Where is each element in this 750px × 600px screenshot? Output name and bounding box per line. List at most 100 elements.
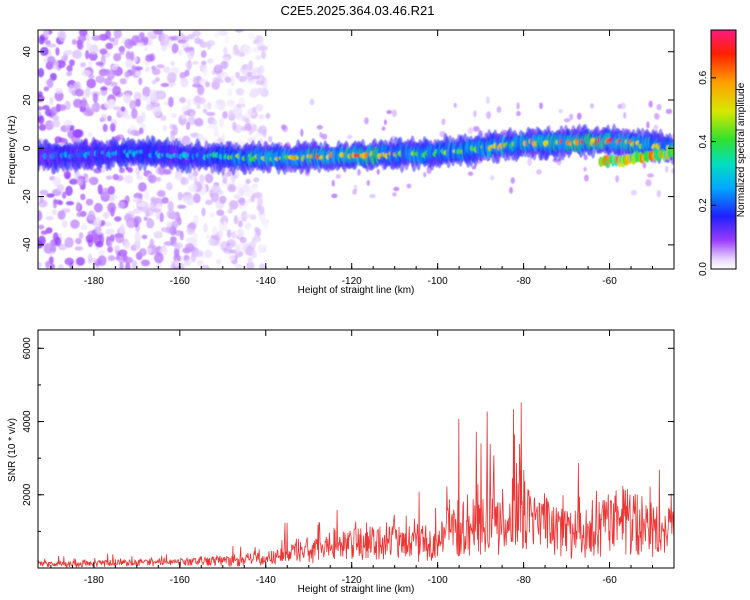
heatmap-cell bbox=[178, 49, 183, 56]
heatmap-cell bbox=[244, 123, 252, 131]
heatmap-cell bbox=[232, 49, 241, 57]
heatmap-cell bbox=[473, 126, 480, 132]
heatmap-cell bbox=[188, 183, 198, 193]
heatmap-cell bbox=[66, 71, 72, 77]
heatmap-cell bbox=[203, 223, 208, 233]
heatmap-cell bbox=[119, 224, 125, 235]
heatmap-cell bbox=[138, 127, 144, 135]
heatmap-cell bbox=[583, 154, 588, 161]
heatmap-cell bbox=[192, 76, 201, 85]
colorbar: 0.0 0.2 0.4 0.6 Normalized spectral amplitu… bbox=[698, 29, 747, 276]
snr-panel: -180 -160 -140 -120 -100 -80 -60 200040006000 … bbox=[7, 329, 675, 595]
heatmap-cell bbox=[509, 186, 513, 194]
heatmap-cell bbox=[44, 40, 51, 45]
heatmap-cell bbox=[558, 109, 563, 114]
heatmap-cell bbox=[68, 84, 74, 94]
heatmap-cell bbox=[85, 234, 94, 244]
heatmap-cell bbox=[369, 193, 376, 199]
heatmap-cell bbox=[247, 256, 253, 264]
heatmap-cell bbox=[123, 93, 132, 104]
heatmap-cell bbox=[113, 245, 121, 250]
heatmap-cell bbox=[146, 31, 157, 38]
heatmap-cell bbox=[80, 62, 86, 68]
heatmap-cell bbox=[86, 78, 97, 89]
heatmap-cell bbox=[665, 108, 673, 114]
heatmap-cell bbox=[536, 168, 542, 175]
heatmap-cell bbox=[242, 184, 250, 193]
heatmap-cell bbox=[215, 79, 224, 84]
heatmap-cell bbox=[58, 243, 68, 251]
heatmap-cell bbox=[53, 199, 63, 204]
heatmap-cell bbox=[406, 183, 412, 189]
heatmap-cell bbox=[252, 106, 257, 114]
heatmap-cell bbox=[219, 117, 225, 128]
heatmap-cell bbox=[63, 170, 72, 180]
heatmap-cell bbox=[151, 208, 162, 213]
heatmap-cell bbox=[123, 175, 134, 184]
heatmap-cell bbox=[39, 195, 44, 204]
heatmap-cell bbox=[192, 30, 201, 37]
heatmap-cell bbox=[199, 174, 205, 184]
x-tick-label: -160 bbox=[170, 276, 190, 287]
heatmap-cell bbox=[347, 134, 353, 140]
chart-title: C2E5.2025.364.03.46.R21 bbox=[280, 3, 435, 18]
heatmap-cell bbox=[223, 46, 228, 55]
heatmap-cell bbox=[238, 197, 246, 206]
heatmap-cell bbox=[236, 140, 246, 146]
heatmap-cell bbox=[486, 96, 490, 105]
spectrogram-x-label: Height of straight line (km) bbox=[298, 285, 415, 296]
heatmap-cell bbox=[516, 102, 520, 110]
colorbar-label: Normalized spectral amplitude bbox=[736, 82, 747, 217]
heatmap-cell bbox=[210, 184, 221, 194]
heatmap-cell bbox=[174, 172, 184, 181]
heatmap-cell bbox=[174, 260, 179, 269]
heatmap-cell bbox=[235, 243, 240, 254]
heatmap-cell bbox=[255, 103, 264, 112]
heatmap-cell bbox=[246, 261, 255, 269]
heatmap-cell bbox=[171, 43, 179, 54]
heatmap-cell bbox=[49, 96, 54, 106]
heatmap-cell bbox=[194, 117, 204, 127]
heatmap-cell bbox=[247, 79, 256, 86]
heatmap-cell bbox=[88, 51, 98, 61]
heatmap-cell bbox=[144, 46, 149, 52]
heatmap-cell bbox=[64, 237, 74, 248]
heatmap-cell bbox=[193, 176, 198, 185]
heatmap-cell bbox=[174, 230, 183, 237]
heatmap-cell bbox=[133, 66, 144, 71]
heatmap-cell bbox=[153, 30, 163, 35]
heatmap-cell bbox=[76, 201, 81, 211]
heatmap-cell bbox=[261, 50, 267, 60]
heatmap-cell bbox=[104, 221, 112, 228]
heatmap-cell bbox=[207, 42, 212, 50]
heatmap-cell bbox=[234, 263, 243, 269]
heatmap-cell bbox=[231, 231, 237, 239]
heatmap-cell bbox=[423, 171, 427, 178]
heatmap-cell bbox=[100, 86, 108, 91]
heatmap-cell bbox=[247, 71, 253, 78]
heatmap-cell bbox=[91, 35, 102, 41]
heatmap-cell bbox=[262, 220, 269, 229]
heatmap-cell bbox=[237, 228, 244, 238]
heatmap-cell bbox=[149, 238, 155, 250]
colorbar-gradient bbox=[710, 29, 737, 270]
heatmap-cell bbox=[105, 175, 113, 180]
heatmap-cell bbox=[222, 220, 228, 231]
heatmap-cell bbox=[38, 68, 45, 78]
heatmap-cell bbox=[147, 217, 153, 226]
heatmap-cell bbox=[150, 196, 157, 204]
heatmap-cell bbox=[72, 98, 83, 108]
heatmap-cell bbox=[160, 44, 167, 52]
heatmap-cell bbox=[100, 220, 106, 226]
snr-series-line bbox=[38, 402, 674, 568]
heatmap-cell bbox=[135, 98, 141, 107]
heatmap-cell bbox=[81, 70, 92, 77]
heatmap-cell bbox=[321, 133, 328, 140]
heatmap-cell bbox=[357, 168, 361, 176]
heatmap-cell bbox=[170, 60, 175, 67]
heatmap-cell bbox=[254, 226, 259, 233]
heatmap-cell bbox=[238, 203, 246, 210]
heatmap-cell bbox=[142, 95, 148, 101]
heatmap-cell bbox=[188, 222, 197, 230]
heatmap-cell bbox=[46, 78, 54, 89]
